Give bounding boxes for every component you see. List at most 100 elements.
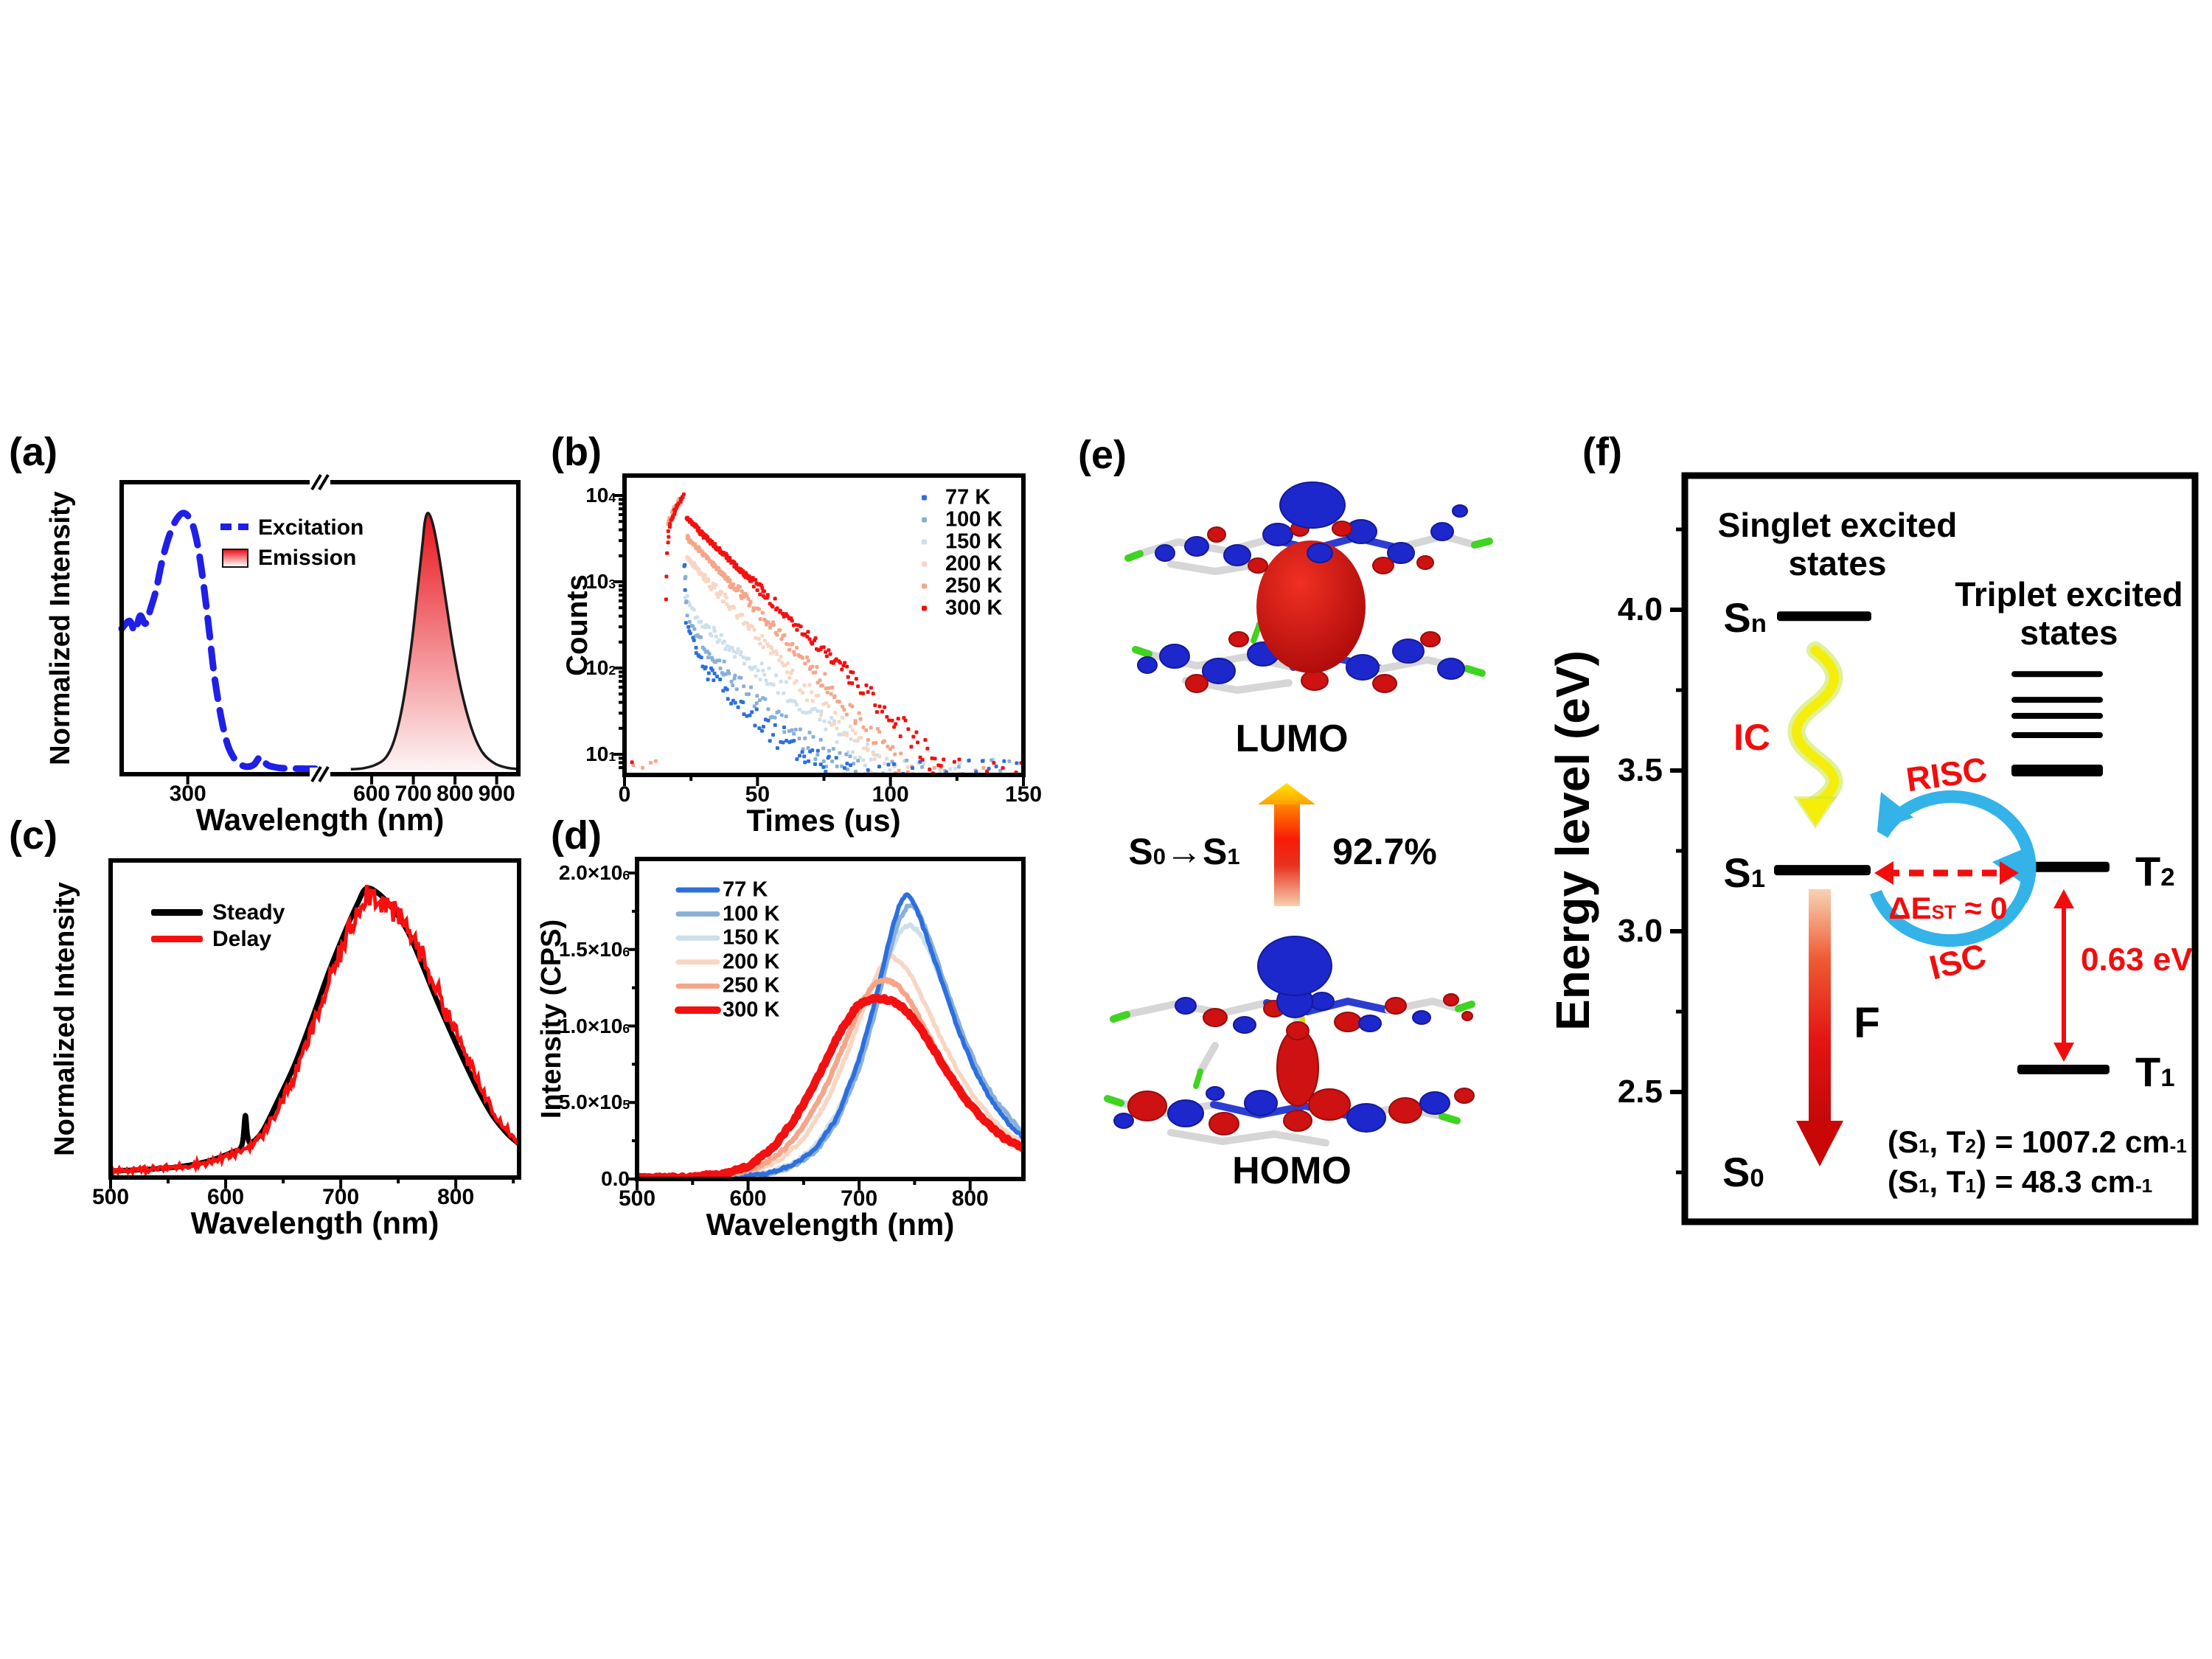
homo-label: HOMO bbox=[1232, 1150, 1352, 1192]
legend-marker bbox=[922, 495, 927, 501]
delay-legend-label: Delay bbox=[212, 927, 272, 951]
legend-marker bbox=[922, 539, 927, 545]
panel-b-legend-label: 150 K bbox=[945, 529, 1003, 554]
panel-d-y-tick-label: 5.0×105 bbox=[558, 1091, 630, 1114]
panel-b-legend-label: 250 K bbox=[945, 574, 1003, 598]
emission-area bbox=[350, 512, 518, 770]
panel-a-x-tick-label: 900 bbox=[478, 782, 515, 806]
panel-b-x-tick-label: 150 bbox=[1004, 782, 1043, 807]
panel-d-x-tick-label: 600 bbox=[729, 1186, 767, 1211]
panel-b-y-tick-label: 102 bbox=[585, 656, 616, 679]
legend-marker bbox=[922, 517, 927, 523]
triplet-states-title-line1: Triplet excited bbox=[1955, 575, 2183, 613]
panel-f-y-tick-label: 3.5 bbox=[1617, 752, 1663, 788]
triplet-manifold-line bbox=[2011, 712, 2103, 719]
panel-b-legend-label: 300 K bbox=[945, 596, 1003, 620]
panel-letter-d: (d) bbox=[551, 813, 602, 858]
panel-letter-b: (b) bbox=[551, 430, 602, 474]
s0-state-label: S0 bbox=[1722, 1149, 1764, 1195]
legend-marker bbox=[922, 583, 927, 589]
panel-d-legend-label: 250 K bbox=[723, 973, 780, 998]
panel-d-legend-label: 300 K bbox=[723, 998, 780, 1022]
panel-b-x-tick-label: 100 bbox=[872, 782, 909, 807]
fluorescence-arrow-head bbox=[1796, 1121, 1843, 1166]
panel-f-y-axis-label: Energy level (eV) bbox=[1546, 650, 1599, 1031]
emission-outline bbox=[350, 512, 518, 771]
panel-b-y-tick-label: 101 bbox=[585, 742, 616, 765]
s1-state-label: S1 bbox=[1723, 849, 1765, 896]
panel-d-legend-label: 100 K bbox=[723, 902, 780, 926]
s1-level-bar bbox=[1774, 865, 1871, 876]
ic-label: IC bbox=[1733, 717, 1770, 758]
triplet-manifold-line bbox=[2011, 671, 2103, 678]
excitation-legend-swatch bbox=[220, 524, 248, 530]
triplet-manifold-line bbox=[2011, 732, 2103, 739]
sn-level-bar bbox=[1777, 611, 1871, 622]
panel-b-legend-label: 100 K bbox=[945, 507, 1003, 532]
delta-est-label: ΔEST ≈ 0 bbox=[1888, 891, 2008, 925]
triplet-states-title-line2: states bbox=[2020, 613, 2118, 652]
spectrum-curve-200K bbox=[637, 953, 1023, 1179]
panel-a-y-axis-label: Normalized Intensity bbox=[45, 491, 76, 765]
panel-a-x-tick-label: 300 bbox=[169, 782, 206, 806]
panel-f-y-tick-label: 2.5 bbox=[1617, 1074, 1663, 1110]
t1-level-bar bbox=[2017, 1064, 2110, 1074]
panel-b-x-tick-label: 50 bbox=[745, 782, 771, 807]
delay-curve bbox=[108, 884, 521, 1178]
triplet-manifold-line bbox=[2011, 697, 2103, 703]
panel-b-legend-label: 200 K bbox=[945, 552, 1003, 576]
sn-state-label: Sn bbox=[1723, 594, 1767, 641]
panel-d-x-tick-label: 800 bbox=[951, 1186, 989, 1211]
panel-b-x-tick-label: 0 bbox=[618, 782, 631, 807]
panel-d-legend-label: 150 K bbox=[723, 925, 780, 950]
legend-marker bbox=[922, 561, 927, 567]
panel-c-x-axis-label: Wavelength (nm) bbox=[190, 1206, 439, 1240]
excitation-legend-label: Excitation bbox=[258, 515, 364, 540]
panel-c-x-tick-label: 600 bbox=[207, 1185, 245, 1209]
lumo-orbital-image bbox=[1124, 481, 1493, 694]
panel-a-x-tick-label: 800 bbox=[437, 782, 474, 806]
legend-marker bbox=[922, 605, 927, 611]
panel-a-x-axis-label: Wavelength (nm) bbox=[195, 802, 445, 837]
panel-d-y-tick-label: 2.0×106 bbox=[558, 861, 630, 884]
soc-s1-t1-value: (S1, T1) = 48.3 cm-1 bbox=[1888, 1164, 2153, 1199]
panel-letter-a: (a) bbox=[9, 430, 58, 474]
panel-a-x-tick-label: 700 bbox=[394, 782, 432, 806]
emission-legend-label: Emission bbox=[258, 546, 357, 570]
triplet-manifold-thick-line bbox=[2011, 765, 2103, 776]
panel-d-y-tick-label: 1.5×106 bbox=[558, 937, 630, 961]
excitation-up-arrow-head bbox=[1258, 783, 1315, 804]
emission-legend-swatch bbox=[222, 549, 248, 568]
panel-d-x-tick-label: 700 bbox=[841, 1186, 878, 1211]
panel-d-x-axis-label: Wavelength (nm) bbox=[706, 1207, 955, 1242]
panel-letter-f: (f) bbox=[1582, 430, 1622, 474]
energy-gap-label: 0.63 eV bbox=[2081, 942, 2193, 978]
panel-b-x-axis-label: Times (us) bbox=[746, 803, 901, 838]
panel-f-y-tick-label: 3.0 bbox=[1617, 913, 1663, 949]
panel-letter-c: (c) bbox=[9, 813, 58, 858]
panel-c-y-axis-label: Normalized Intensity bbox=[49, 882, 80, 1156]
panel-d-x-tick-label: 500 bbox=[618, 1186, 656, 1211]
panel-d-legend-label: 77 K bbox=[723, 877, 768, 902]
homo-orbital-image bbox=[1104, 936, 1475, 1147]
steady-legend-label: Steady bbox=[212, 900, 285, 925]
excitation-up-arrow-shaft bbox=[1274, 804, 1300, 906]
panel-c-x-tick-label: 800 bbox=[437, 1185, 475, 1209]
transition-percentage: 92.7% bbox=[1332, 831, 1437, 872]
panel-d-legend-label: 200 K bbox=[723, 950, 780, 974]
transition-label: S0→S1 bbox=[1128, 831, 1240, 872]
steady-legend-swatch bbox=[151, 909, 203, 916]
panel-letter-e: (e) bbox=[1078, 433, 1127, 477]
delay-legend-swatch bbox=[151, 936, 203, 942]
soc-s1-t2-value: (S1, T2) = 1007.2 cm-1 bbox=[1888, 1124, 2187, 1159]
panel-d-y-tick-label: 0.0 bbox=[601, 1167, 630, 1190]
fluorescence-arrow-shaft bbox=[1809, 889, 1831, 1122]
ic-wavy-arrow bbox=[1792, 645, 1839, 809]
singlet-states-title-line2: states bbox=[1788, 544, 1887, 582]
panel-a-x-tick-label: 600 bbox=[353, 782, 391, 806]
singlet-states-title-line1: Singlet excited bbox=[1717, 506, 1958, 544]
panel-b-legend-label: 77 K bbox=[945, 485, 991, 509]
lumo-label: LUMO bbox=[1235, 717, 1349, 760]
